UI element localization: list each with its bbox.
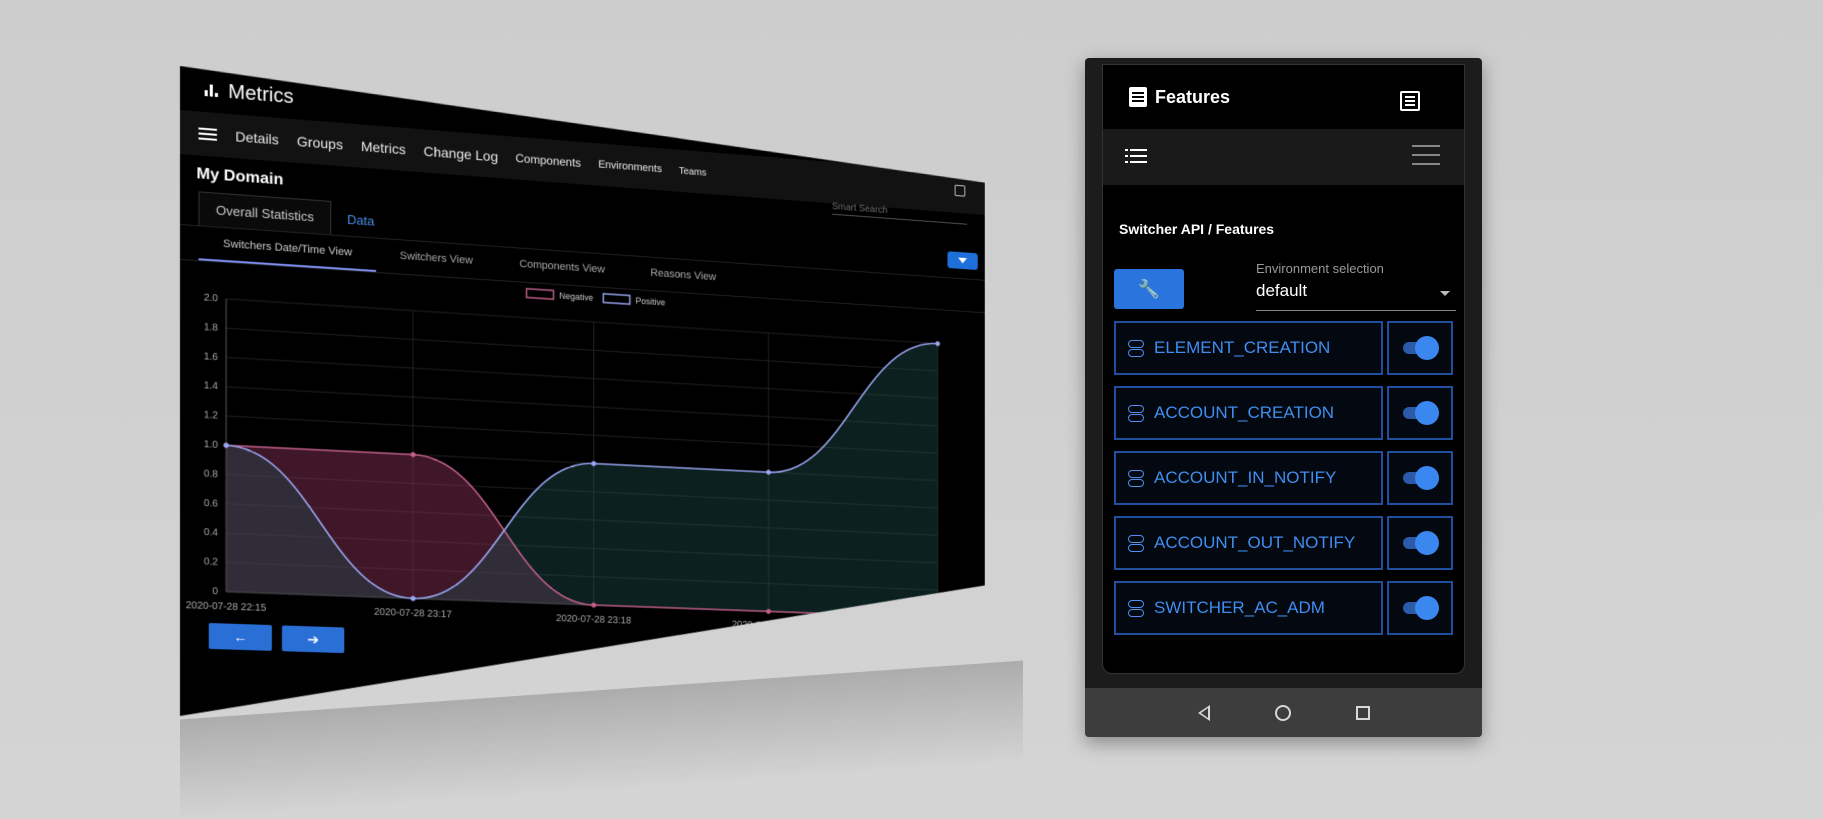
nav-environments[interactable]: Environments <box>598 159 662 175</box>
environment-row: 🔧 Environment selection default <box>1103 247 1464 317</box>
bar-chart-icon <box>205 84 218 97</box>
environment-label: Environment selection <box>1256 261 1384 276</box>
feature-toggle[interactable] <box>1401 598 1439 618</box>
phone-screen: Features Switcher API / Features 🔧 Envir… <box>1102 64 1465 674</box>
y-tick-label: 0 <box>212 586 218 597</box>
y-tick-label: 0.6 <box>204 498 219 510</box>
feature-row: SWITCHER_AC_ADM <box>1114 581 1453 635</box>
feature-name: ACCOUNT_OUT_NOTIFY <box>1154 533 1355 553</box>
recents-icon[interactable] <box>1356 706 1370 720</box>
feature-name: SWITCHER_AC_ADM <box>1154 598 1325 618</box>
legend-swatch <box>603 294 630 304</box>
feature-toggle[interactable] <box>1401 533 1439 553</box>
y-tick-label: 1.6 <box>204 351 219 363</box>
y-tick-label: 0.2 <box>204 557 219 569</box>
legend-label: Negative <box>559 291 593 303</box>
feature-switch-cell <box>1387 321 1453 375</box>
environment-value: default <box>1256 281 1307 300</box>
toggles-icon <box>1128 600 1142 616</box>
nav-groups[interactable]: Groups <box>297 133 343 152</box>
y-tick-label: 1.8 <box>204 322 219 334</box>
x-tick-label: 2020-07-28 22:15 <box>186 600 267 614</box>
area-chart: 0 0.2 0.4 0.6 0.8 1.0 1.2 1.4 1.6 1.8 2.0 2020-07-2… <box>180 260 985 666</box>
filter-icon <box>958 258 967 264</box>
x-tick-label: 2020-07-28 23:27 <box>732 620 805 633</box>
feature-switch-cell <box>1387 386 1453 440</box>
toggles-icon <box>1128 340 1142 356</box>
feature-item[interactable]: ACCOUNT_OUT_NOTIFY <box>1114 516 1383 570</box>
y-tick-label: 2.0 <box>204 292 219 304</box>
grid-line <box>226 299 938 344</box>
nav-metrics[interactable]: Metrics <box>361 138 406 157</box>
feature-row: ACCOUNT_IN_NOTIFY <box>1114 451 1453 505</box>
feature-switch-cell <box>1387 581 1453 635</box>
feature-toggle[interactable] <box>1401 468 1439 488</box>
legend-label: Positive <box>636 296 666 308</box>
x-tick-label: 2020-07-28 23:28 <box>867 624 938 637</box>
x-tick-label: 2020-07-28 23:18 <box>556 613 632 626</box>
feature-row: ACCOUNT_CREATION <box>1114 386 1453 440</box>
list-icon[interactable] <box>1125 149 1147 163</box>
list-menu-icon[interactable] <box>198 127 216 140</box>
phone-header: Features <box>1103 65 1464 129</box>
breadcrumb: Switcher API / Features <box>1103 185 1464 237</box>
feature-item[interactable]: ELEMENT_CREATION <box>1114 321 1383 375</box>
next-button[interactable]: ➔ <box>282 625 344 653</box>
wrench-icon: 🔧 <box>1138 279 1160 300</box>
android-nav-bar <box>1085 688 1482 737</box>
nav-components[interactable]: Components <box>516 151 581 170</box>
toggles-icon <box>1128 405 1142 421</box>
y-tick-label: 0.8 <box>204 468 219 480</box>
nav-details[interactable]: Details <box>235 128 278 147</box>
toggles-icon <box>1128 535 1142 551</box>
feature-item[interactable]: SWITCHER_AC_ADM <box>1114 581 1383 635</box>
wrench-button[interactable]: 🔧 <box>1114 269 1184 309</box>
nav-change-log[interactable]: Change Log <box>423 143 498 164</box>
phone-device: Features Switcher API / Features 🔧 Envir… <box>1085 58 1482 737</box>
list-box-icon[interactable] <box>1400 91 1420 111</box>
back-icon[interactable] <box>1198 705 1210 721</box>
y-tick-label: 1.0 <box>204 439 219 451</box>
calendar-icon[interactable] <box>955 185 966 197</box>
home-icon[interactable] <box>1275 705 1291 721</box>
feature-name: ACCOUNT_CREATION <box>1154 403 1334 423</box>
grid-line <box>226 328 938 371</box>
nav-teams[interactable]: Teams <box>679 165 707 178</box>
feature-item[interactable]: ACCOUNT_CREATION <box>1114 386 1383 440</box>
caret-down-icon <box>1440 291 1450 296</box>
chart-area: 0 0.2 0.4 0.6 0.8 1.0 1.2 1.4 1.6 1.8 2.0 2020-07-2… <box>180 260 985 666</box>
desktop-window: Metrics Details Groups Metrics Change Lo… <box>180 66 985 736</box>
tab-data[interactable]: Data <box>331 202 390 239</box>
feature-row: ACCOUNT_OUT_NOTIFY <box>1114 516 1453 570</box>
app-title: Metrics <box>228 80 293 108</box>
y-tick-label: 0.4 <box>204 527 219 539</box>
feature-switch-cell <box>1387 516 1453 570</box>
legend-swatch <box>527 289 554 299</box>
feature-list: ELEMENT_CREATION ACCOUNT_CREATION AC <box>1103 317 1464 635</box>
feature-switch-cell <box>1387 451 1453 505</box>
toggles-icon <box>1128 470 1142 486</box>
environment-select[interactable]: default <box>1256 281 1456 311</box>
desktop-window-wrapper: Metrics Details Groups Metrics Change Lo… <box>180 66 1023 716</box>
phone-title: Features <box>1155 87 1230 108</box>
feature-item[interactable]: ACCOUNT_IN_NOTIFY <box>1114 451 1383 505</box>
data-point <box>223 443 228 448</box>
data-point <box>935 615 940 620</box>
feature-toggle[interactable] <box>1401 338 1439 358</box>
pager: ← ➔ <box>209 623 345 653</box>
feature-name: ACCOUNT_IN_NOTIFY <box>1154 468 1336 488</box>
y-tick-label: 1.4 <box>204 380 219 392</box>
feature-row: ELEMENT_CREATION <box>1114 321 1453 375</box>
hamburger-menu-icon[interactable] <box>1412 145 1440 165</box>
phone-toolbar <box>1103 129 1464 185</box>
filter-button[interactable] <box>947 251 977 270</box>
feature-toggle[interactable] <box>1401 403 1439 423</box>
y-tick-label: 1.2 <box>204 410 219 422</box>
document-icon <box>1129 87 1147 107</box>
x-tick-label: 2020-07-28 23:17 <box>374 607 452 621</box>
prev-button[interactable]: ← <box>209 623 272 651</box>
feature-name: ELEMENT_CREATION <box>1154 338 1330 358</box>
